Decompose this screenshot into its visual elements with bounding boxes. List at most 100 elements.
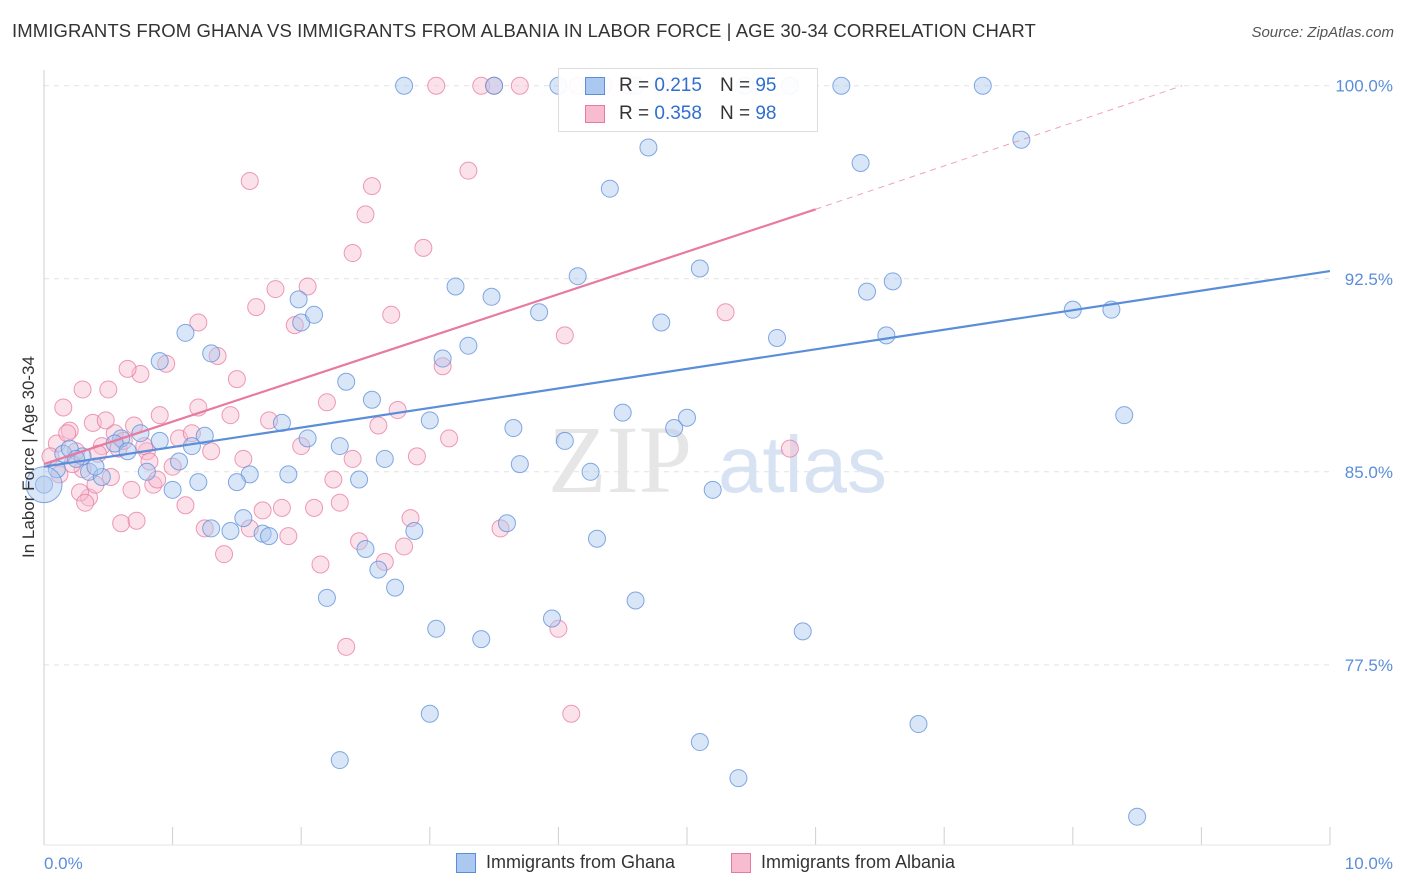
ghana-point — [260, 527, 279, 546]
albania-point — [780, 439, 799, 458]
ghana-point — [613, 403, 632, 422]
albania-point — [272, 498, 291, 517]
albania-point — [440, 429, 459, 448]
albania-point — [298, 277, 317, 296]
ghana-point — [170, 452, 189, 471]
ghana-point — [459, 336, 478, 355]
ghana-point — [298, 429, 317, 448]
albania-n-value: 98 — [755, 103, 777, 124]
ghana-point — [150, 431, 169, 450]
ghana-point — [362, 390, 381, 409]
ghana-point — [375, 449, 394, 468]
r-label: R = — [619, 75, 650, 96]
ghana-point — [851, 153, 870, 172]
chart-title: IMMIGRANTS FROM GHANA VS IMMIGRANTS FROM… — [12, 20, 1036, 41]
albania-point — [388, 401, 407, 420]
albania-legend-icon — [731, 852, 751, 873]
albania-point — [54, 398, 73, 417]
albania-point — [96, 411, 115, 430]
ghana-point — [405, 522, 424, 540]
albania-point — [362, 177, 381, 196]
albania-point — [382, 305, 401, 324]
ghana-swatch-icon — [585, 77, 605, 95]
albania-point — [202, 442, 221, 461]
ghana-point — [289, 290, 308, 309]
ghana-point — [150, 352, 169, 371]
ghana-point — [356, 540, 375, 559]
ghana-point — [678, 408, 696, 427]
ghana-point — [581, 462, 600, 481]
albania-point — [253, 501, 272, 520]
ghana-point — [1115, 406, 1134, 425]
albania-point — [71, 483, 90, 502]
albania-point — [510, 76, 529, 95]
y-tick-label: 85.0% — [1345, 463, 1393, 482]
ghana-point — [446, 277, 465, 296]
ghana-point — [60, 439, 79, 458]
ghana-point — [369, 560, 388, 579]
ghana-cluster-point — [25, 466, 63, 504]
ghana-point — [504, 419, 523, 438]
ghana-point — [395, 76, 414, 95]
ghana-point — [189, 473, 208, 492]
ghana-point — [350, 470, 369, 489]
albania-point — [140, 452, 159, 471]
albania-point — [343, 449, 362, 468]
watermark-atlas: atlas — [718, 420, 887, 509]
albania-point — [716, 303, 735, 322]
albania-trend-extension — [815, 85, 1183, 210]
stats-legend: R = 0.215 N = 95 R = 0.358 N = 98 — [558, 68, 818, 132]
albania-point — [356, 205, 375, 224]
albania-point — [122, 480, 141, 499]
ghana-point — [137, 462, 156, 481]
albania-trend-line — [43, 208, 816, 466]
albania-point — [99, 380, 118, 399]
y-axis-label: In Labor Force | Age 30-34 — [19, 356, 38, 558]
ghana-point — [485, 76, 504, 95]
albania-point — [433, 357, 452, 376]
ghana-point — [420, 704, 439, 723]
albania-swatch-icon — [585, 105, 605, 123]
albania-point — [127, 511, 146, 530]
ghana-point — [587, 529, 606, 548]
ghana-point — [729, 769, 748, 788]
ghana-point — [221, 522, 240, 540]
albania-point — [279, 527, 298, 546]
albania-point — [234, 449, 253, 468]
ghana-point — [768, 328, 787, 347]
albania-point — [414, 238, 433, 257]
x-tick-label: 10.0% — [1345, 854, 1393, 873]
ghana-point — [542, 609, 561, 628]
albania-point — [305, 498, 324, 517]
ghana-point — [427, 619, 446, 638]
albania-point — [395, 537, 414, 556]
ghana-point — [433, 349, 452, 368]
legend-row-albania: R = 0.358 N = 98 — [585, 101, 776, 127]
albania-point — [189, 313, 208, 332]
watermark-zip: ZIP — [548, 406, 692, 513]
trend-lines — [43, 85, 1331, 468]
albania-point — [150, 406, 169, 425]
albania-point — [555, 326, 574, 345]
albania-r-value: 0.358 — [654, 103, 702, 124]
x-tick-labels: 0.0% 10.0% — [44, 854, 1393, 873]
ghana-point — [530, 303, 549, 322]
ghana-point — [386, 578, 405, 597]
albania-point — [247, 298, 266, 317]
ghana-point — [639, 138, 658, 157]
ghana-point — [163, 480, 182, 499]
bottom-legend-ghana: Immigrants from Ghana — [456, 852, 675, 873]
albania-point — [337, 637, 356, 656]
ghana-point — [832, 76, 851, 95]
albania-point — [343, 244, 362, 263]
albania-point — [459, 161, 478, 180]
ghana-point — [35, 475, 53, 494]
ghana-r-value: 0.215 — [654, 75, 702, 96]
albania-point — [266, 280, 285, 299]
ghana-legend-label: Immigrants from Ghana — [486, 852, 676, 872]
ghana-n-value: 95 — [755, 75, 777, 96]
albania-point — [427, 76, 446, 95]
albania-point — [549, 619, 568, 638]
albania-point — [472, 76, 491, 95]
